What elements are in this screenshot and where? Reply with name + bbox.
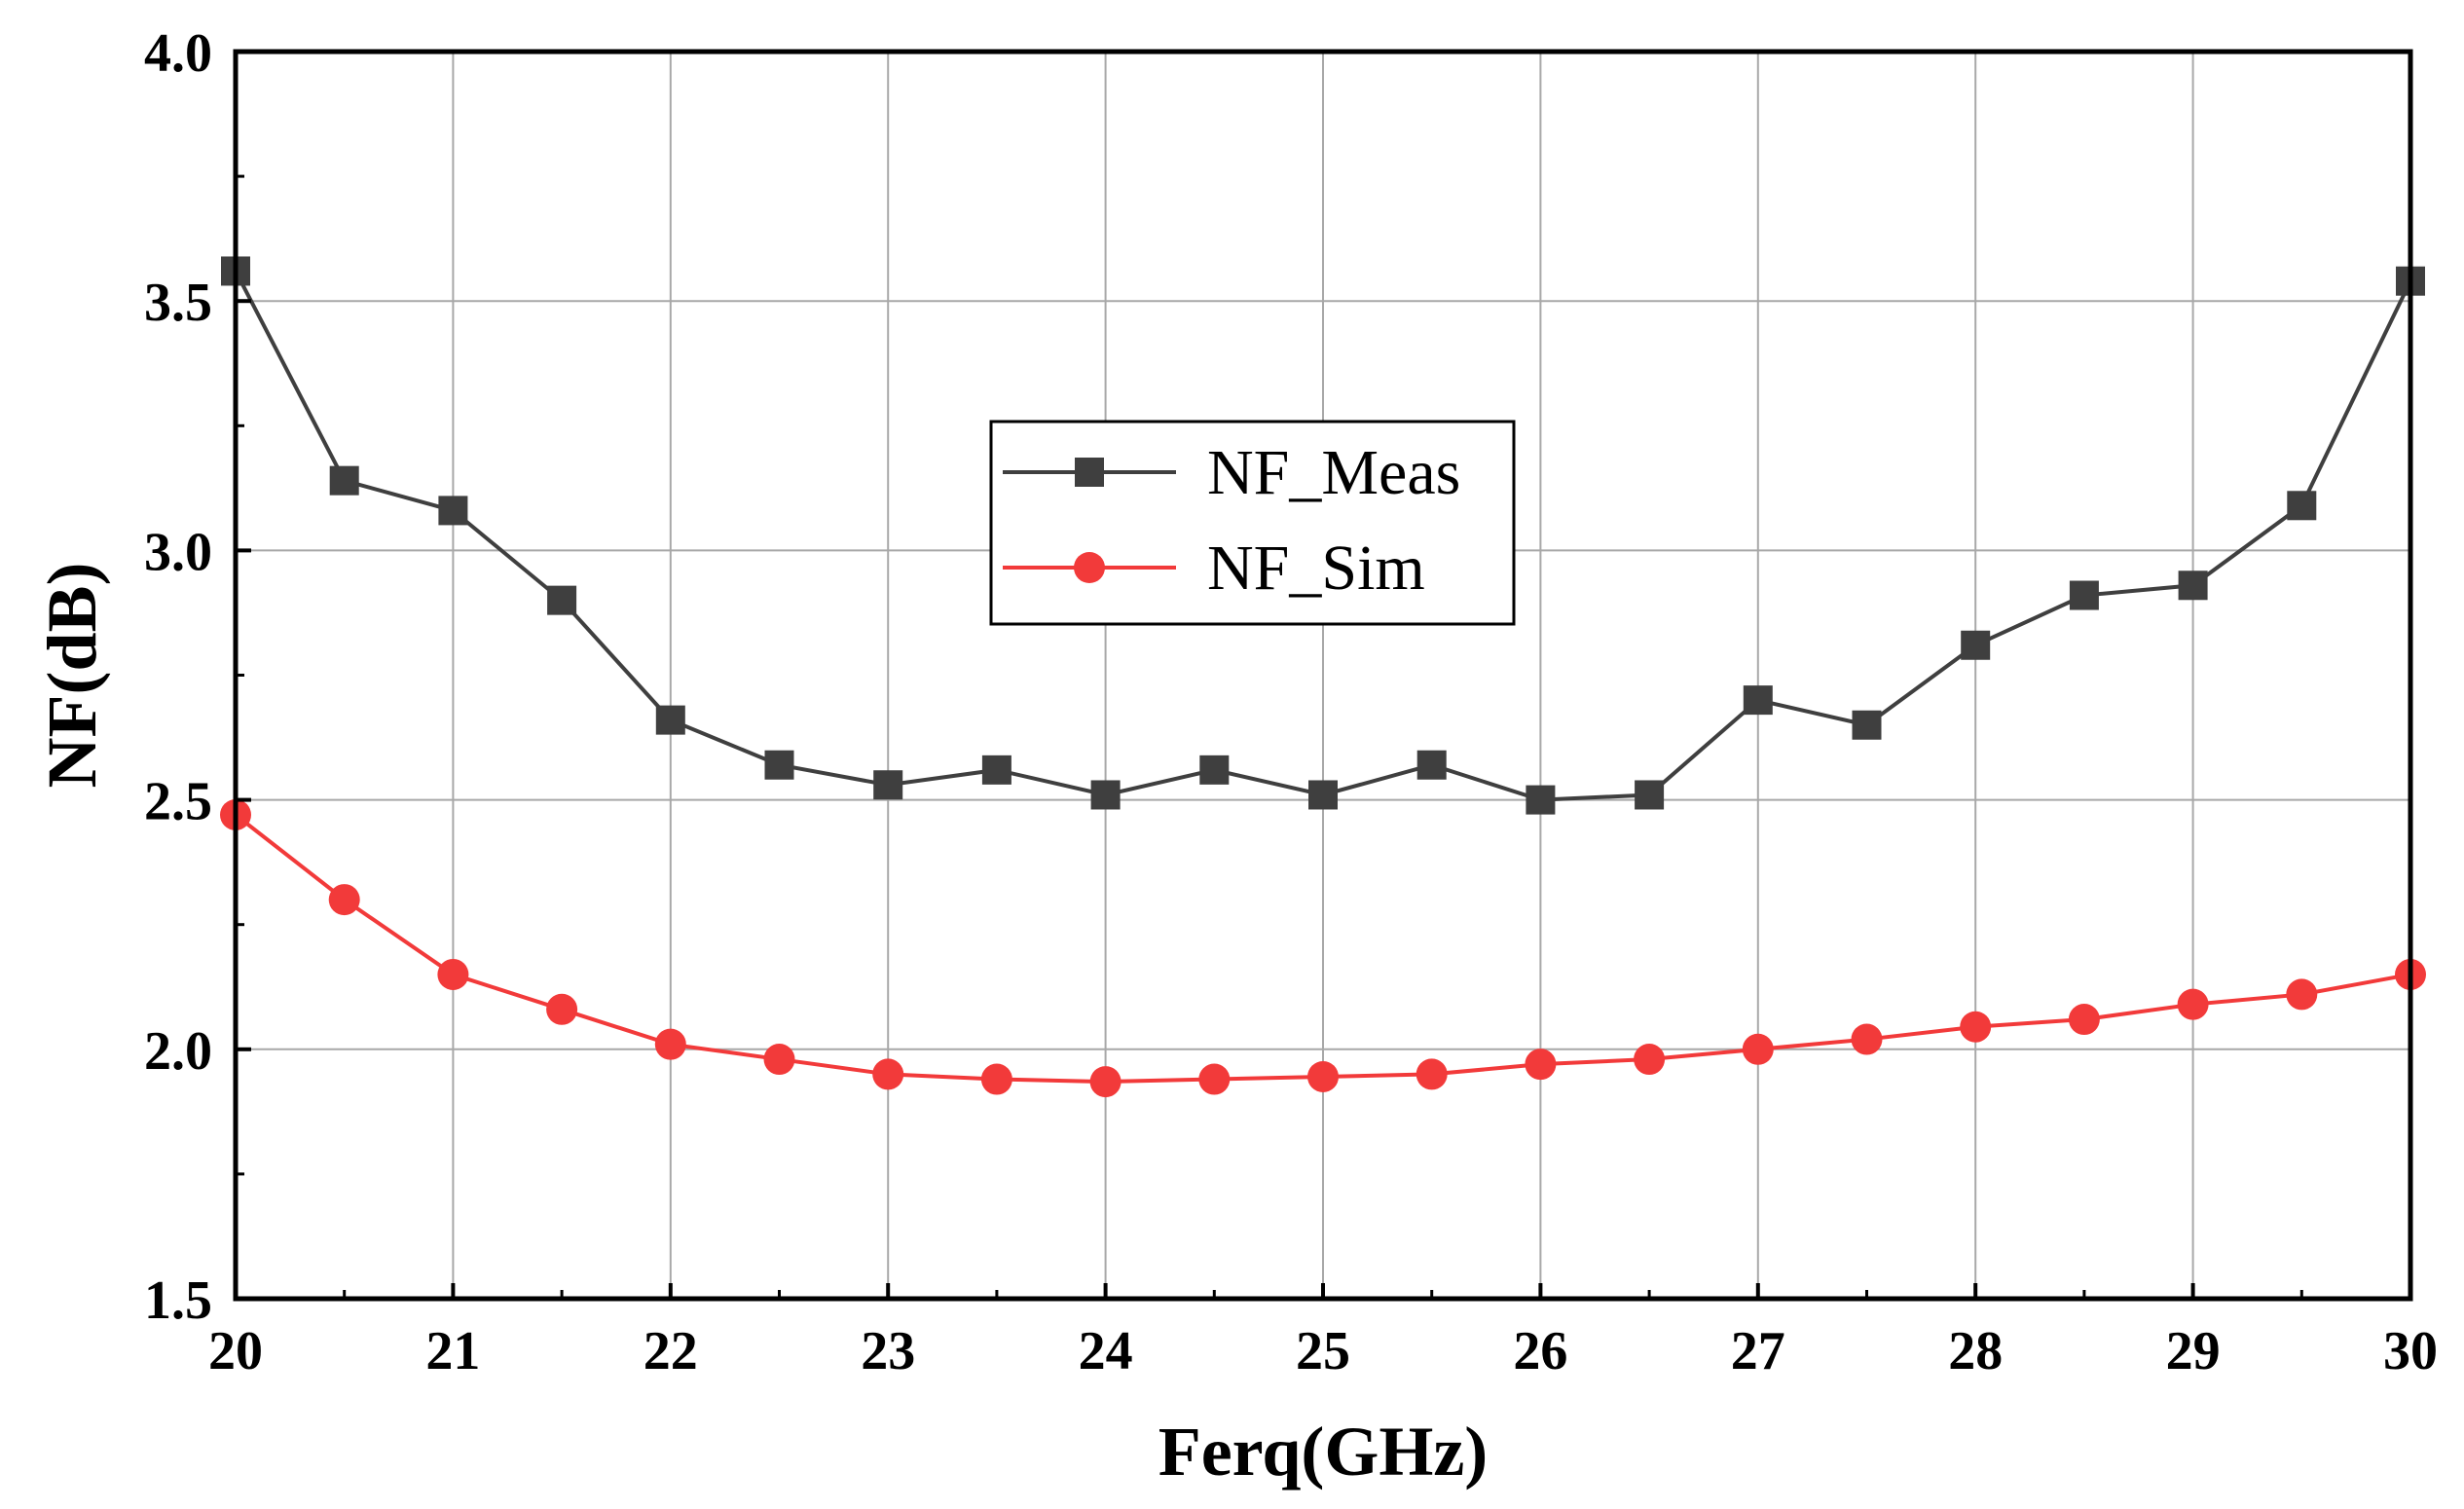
data-point <box>1308 780 1338 810</box>
data-point <box>1089 1066 1122 1098</box>
data-point <box>2178 570 2208 601</box>
data-point <box>1851 1023 1883 1055</box>
y-tick-label: 2.5 <box>144 772 212 832</box>
data-point <box>1416 750 1447 780</box>
x-axis-title: Ferq(GHz) <box>1158 1413 1489 1491</box>
series-NF_Sim <box>220 798 2426 1098</box>
data-point <box>1742 1033 1774 1065</box>
data-point <box>873 770 903 800</box>
data-point <box>1198 1063 1231 1095</box>
data-point <box>1307 1060 1339 1092</box>
x-tick-label: 29 <box>2166 1321 2221 1381</box>
data-point <box>438 496 468 526</box>
legend-label: NF_Sim <box>1207 533 1425 604</box>
series-NF_Meas <box>221 256 2425 815</box>
series-layer <box>220 256 2426 1098</box>
data-point <box>546 993 578 1025</box>
tick-labels: 20 21 22 23 24 25 26 27 28 29 30 1.5 2.0 2.5 3.0 3.5 4.0 <box>144 23 2438 1381</box>
legend-item: NF_Meas <box>1003 437 1460 508</box>
y-tick-label: 3.5 <box>144 273 212 333</box>
x-tick-label: 28 <box>1948 1321 2003 1381</box>
x-tick-label: 24 <box>1079 1321 1133 1381</box>
data-point <box>1526 785 1556 815</box>
data-point <box>1090 780 1121 810</box>
data-point <box>547 585 577 615</box>
axis-ticks <box>234 50 2412 1301</box>
data-point <box>2068 1004 2100 1036</box>
legend-item: NF_Sim <box>1003 533 1425 604</box>
data-point <box>1525 1049 1557 1081</box>
data-point <box>872 1058 904 1090</box>
data-point <box>764 750 794 780</box>
y-axis-title: NF(dB) <box>33 563 111 789</box>
data-point <box>654 1028 686 1060</box>
data-point <box>2069 580 2099 610</box>
x-tick-label: 20 <box>208 1321 263 1381</box>
legend-marker <box>1075 458 1104 487</box>
y-tick-label: 1.5 <box>144 1270 212 1331</box>
x-tick-label: 21 <box>425 1321 480 1381</box>
data-point <box>763 1044 795 1076</box>
data-point <box>437 958 469 990</box>
data-point <box>1199 754 1230 785</box>
data-point <box>1635 780 1665 810</box>
grid-lines <box>235 51 2411 1300</box>
data-point <box>655 705 685 735</box>
legend-marker <box>1074 552 1105 583</box>
data-point <box>2287 491 2317 521</box>
data-point <box>1852 710 1882 740</box>
x-tick-label: 26 <box>1513 1321 1567 1381</box>
legend-label: NF_Meas <box>1207 437 1460 508</box>
x-tick-label: 30 <box>2383 1321 2438 1381</box>
data-point <box>2286 978 2318 1011</box>
legend-box <box>989 420 1516 626</box>
legend: NF_Meas NF_Sim <box>989 420 1516 626</box>
x-tick-label: 25 <box>1296 1321 1350 1381</box>
y-tick-label: 3.0 <box>144 522 212 582</box>
data-point <box>1743 685 1773 716</box>
y-tick-label: 4.0 <box>144 23 212 84</box>
x-tick-label: 22 <box>644 1321 698 1381</box>
data-point <box>2177 988 2209 1020</box>
data-point <box>980 1063 1012 1095</box>
x-tick-label: 27 <box>1731 1321 1785 1381</box>
data-point <box>1634 1044 1666 1076</box>
y-tick-label: 2.0 <box>144 1021 212 1082</box>
data-point <box>1960 1011 1992 1043</box>
data-point <box>329 465 359 496</box>
data-point <box>1416 1058 1448 1090</box>
x-tick-label: 23 <box>861 1321 915 1381</box>
data-point <box>328 884 360 916</box>
data-point <box>1961 630 1991 660</box>
data-point <box>981 754 1011 785</box>
